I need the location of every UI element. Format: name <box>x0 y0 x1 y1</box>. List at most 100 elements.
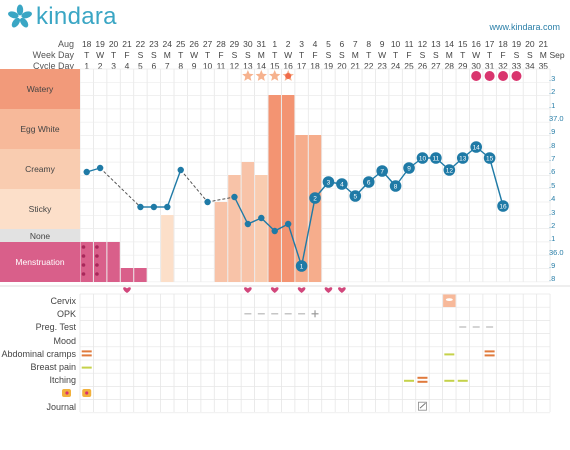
cycle-day-cell[interactable]: 6 <box>151 61 157 71</box>
cycle-day-cell[interactable]: 22 <box>363 61 374 71</box>
cycle-day-cell[interactable]: 14 <box>256 61 266 71</box>
weekday-cell[interactable]: W <box>472 50 481 60</box>
weekday-cell[interactable]: W <box>190 50 199 60</box>
weekday-cell[interactable]: M <box>257 50 265 60</box>
cycle-day-cell[interactable]: 7 <box>164 61 170 71</box>
date-cell[interactable]: 24 <box>162 39 172 49</box>
cycle-day-cell[interactable]: 24 <box>390 61 401 71</box>
weekday-cell[interactable]: M <box>445 50 453 60</box>
weekday-cell[interactable]: S <box>151 50 157 60</box>
date-cell[interactable]: 30 <box>243 39 253 49</box>
date-cell[interactable]: 27 <box>202 39 213 49</box>
cycle-day-cell[interactable]: 16 <box>283 61 293 71</box>
weekday-cell[interactable]: S <box>527 50 533 60</box>
date-cell[interactable]: 2 <box>285 39 291 49</box>
date-cell[interactable]: 9 <box>379 39 385 49</box>
date-cell[interactable]: 8 <box>366 39 372 49</box>
weekday-cell[interactable]: W <box>96 50 105 60</box>
cycle-day-cell[interactable]: 11 <box>216 61 226 71</box>
weekday-cell[interactable]: S <box>433 50 439 60</box>
cycle-day-cell[interactable]: 2 <box>97 61 103 71</box>
weekday-cell[interactable]: F <box>218 50 224 60</box>
cycle-day-cell[interactable]: 30 <box>471 61 481 71</box>
cycle-day-cell[interactable]: 21 <box>350 61 361 71</box>
cycle-day-cell[interactable]: 19 <box>323 61 334 71</box>
date-cell[interactable]: 5 <box>326 39 331 49</box>
cycle-day-cell[interactable]: 28 <box>444 61 455 71</box>
cycle-day-cell[interactable]: 35 <box>538 61 549 71</box>
weekday-cell[interactable]: S <box>137 50 144 60</box>
weekday-cell[interactable]: T <box>366 50 372 60</box>
date-cell[interactable]: 17 <box>484 39 495 49</box>
date-cell[interactable]: 26 <box>189 39 199 49</box>
weekday-cell[interactable]: M <box>351 50 359 60</box>
cycle-day-cell[interactable]: 5 <box>138 61 143 71</box>
cycle-day-cell[interactable]: 25 <box>404 61 414 71</box>
weekday-cell[interactable]: T <box>298 50 305 60</box>
date-cell[interactable]: 28 <box>216 39 226 49</box>
cycle-day-cell[interactable]: 4 <box>124 61 130 71</box>
cycle-day-cell[interactable]: 9 <box>191 61 197 71</box>
date-cell[interactable]: 7 <box>352 39 358 49</box>
date-cell[interactable]: 23 <box>149 39 159 49</box>
weekday-cell[interactable]: T <box>84 50 90 60</box>
cycle-day-cell[interactable]: 29 <box>457 61 468 71</box>
date-cell[interactable]: 14 <box>444 39 455 49</box>
cycle-day-cell[interactable]: 32 <box>498 61 508 71</box>
weekday-cell[interactable]: F <box>406 50 412 60</box>
date-cell[interactable]: 10 <box>390 39 401 49</box>
weekday-cell[interactable]: W <box>378 50 387 60</box>
cycle-day-cell[interactable]: 23 <box>377 61 387 71</box>
date-cell[interactable]: 19 <box>95 39 105 49</box>
weekday-cell[interactable]: M <box>163 50 171 60</box>
date-cell[interactable]: 15 <box>457 39 468 49</box>
date-cell[interactable]: 4 <box>312 39 318 49</box>
date-cell[interactable]: 18 <box>498 39 508 49</box>
date-cell[interactable]: 6 <box>339 39 345 49</box>
cycle-day-cell[interactable]: 34 <box>525 61 535 71</box>
cycle-day-cell[interactable]: 13 <box>243 61 253 71</box>
cycle-day-cell[interactable]: 12 <box>229 61 240 71</box>
date-cell[interactable]: 21 <box>122 39 132 49</box>
date-cell[interactable]: 3 <box>299 39 304 49</box>
weekday-cell[interactable]: F <box>124 50 130 60</box>
date-cell[interactable]: 20 <box>108 39 119 49</box>
weekday-cell[interactable]: S <box>231 50 238 60</box>
date-cell[interactable]: 31 <box>256 39 266 49</box>
weekday-cell[interactable]: F <box>500 50 506 60</box>
weekday-cell[interactable]: W <box>284 50 293 60</box>
date-cell[interactable]: 25 <box>175 39 186 49</box>
cycle-day-cell[interactable]: 10 <box>202 61 213 71</box>
cycle-day-cell[interactable]: 31 <box>484 61 495 71</box>
date-cell[interactable]: 13 <box>431 39 441 49</box>
cycle-day-cell[interactable]: 17 <box>296 61 307 71</box>
weekday-cell[interactable]: S <box>513 50 520 60</box>
cycle-day-cell[interactable]: 3 <box>111 61 116 71</box>
date-cell[interactable]: 21 <box>538 39 549 49</box>
cycle-day-cell[interactable]: 18 <box>310 61 320 71</box>
date-cell[interactable]: 22 <box>135 39 146 49</box>
weekday-cell[interactable]: T <box>204 50 211 60</box>
cycle-day-cell[interactable]: 8 <box>178 61 184 71</box>
weekday-cell[interactable]: T <box>272 50 278 60</box>
cycle-day-cell[interactable]: 27 <box>431 61 441 71</box>
weekday-cell[interactable]: F <box>312 50 318 60</box>
weekday-cell[interactable]: S <box>245 50 251 60</box>
cycle-day-cell[interactable]: 1 <box>84 61 90 71</box>
cycle-day-cell[interactable]: 26 <box>417 61 428 71</box>
weekday-cell[interactable]: T <box>110 50 117 60</box>
date-cell[interactable]: 20 <box>525 39 535 49</box>
date-cell[interactable]: 29 <box>229 39 240 49</box>
weekday-cell[interactable]: T <box>392 50 399 60</box>
date-cell[interactable]: 12 <box>417 39 428 49</box>
date-cell[interactable]: 11 <box>404 39 414 49</box>
brand-url[interactable]: www.kindara.com <box>489 22 560 32</box>
date-cell[interactable]: 19 <box>511 39 522 49</box>
weekday-cell[interactable]: T <box>486 50 493 60</box>
cycle-day-cell[interactable]: 20 <box>337 61 347 71</box>
weekday-cell[interactable]: M <box>539 50 547 60</box>
date-cell[interactable]: 18 <box>81 39 92 49</box>
weekday-cell[interactable]: S <box>325 50 332 60</box>
weekday-cell[interactable]: S <box>339 50 345 60</box>
weekday-cell[interactable]: S <box>419 50 426 60</box>
